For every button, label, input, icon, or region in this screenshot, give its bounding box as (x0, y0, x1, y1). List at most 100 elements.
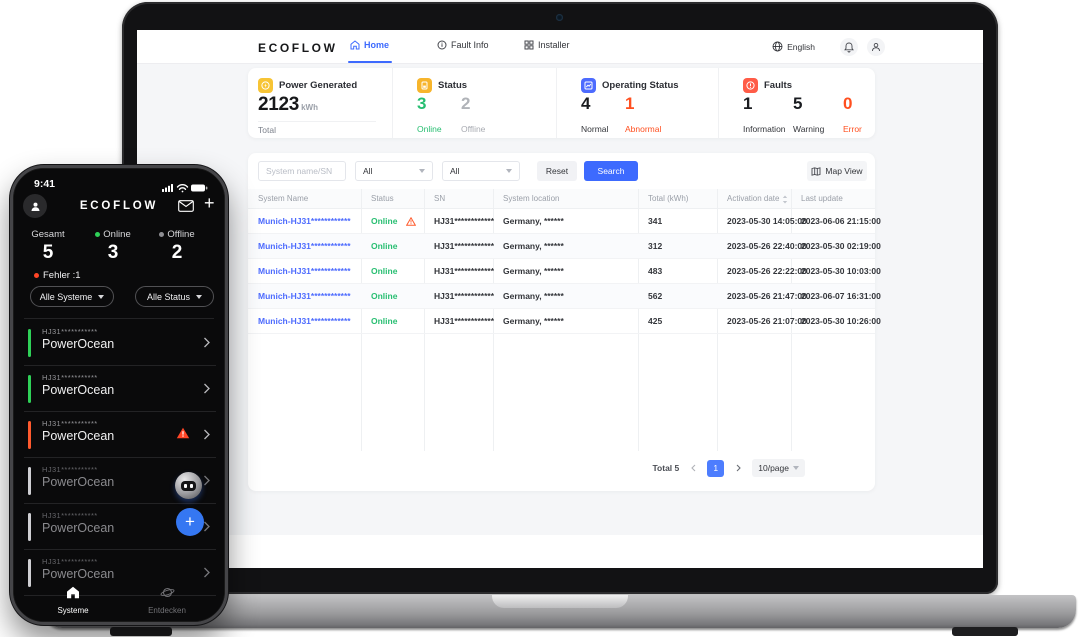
tab-installer-label: Installer (538, 40, 570, 50)
system-name: PowerOcean (42, 521, 115, 535)
system-sn: HJ31*********** (42, 511, 98, 520)
stat-online: Online 3 (82, 229, 144, 264)
system-name-link[interactable]: Munich-HJ31************ (258, 216, 351, 226)
profile-avatar[interactable] (23, 194, 47, 218)
nav-tab-systeme[interactable]: Systeme (38, 586, 108, 615)
status-filter-value: Alle Status (146, 291, 191, 302)
tab-fault-label: Fault Info (451, 40, 489, 50)
page-1-button[interactable]: 1 (707, 459, 725, 477)
status-filter-dropdown[interactable]: Alle Status (135, 286, 214, 307)
stats-card: Power Generated 2123 kWh Total Stat (248, 68, 875, 138)
status-filter-dropdown[interactable]: All (442, 161, 520, 181)
sn-cell: HJ31************ (434, 241, 495, 251)
system-list-item[interactable]: HJ31*********** PowerOcean (24, 550, 216, 596)
stat-faults: Faults 1 Information 5 Warning 0 Error (718, 68, 875, 138)
system-list-item[interactable]: HJ31*********** PowerOcean (24, 366, 216, 412)
chevron-right-icon (204, 475, 210, 486)
language-selector[interactable]: English (772, 41, 815, 52)
stat-title: Power Generated (279, 80, 358, 91)
battery-icon (191, 184, 208, 192)
update-cell: 2023-06-07 16:31:00 (801, 291, 881, 301)
stat-operating-status: Operating Status 4 Normal 1 Abnormal (556, 68, 718, 138)
nav-entdecken-label: Entdecken (148, 606, 186, 615)
globe-icon (772, 41, 783, 52)
status-cell: Online (371, 266, 398, 276)
nav-tab-entdecken[interactable]: Entdecken (132, 586, 202, 615)
system-name: PowerOcean (42, 429, 115, 443)
systems-filter-dropdown[interactable]: Alle Systeme (30, 286, 114, 307)
warning-icon (406, 217, 416, 226)
chevron-down-icon (506, 169, 512, 173)
divider (24, 318, 214, 319)
system-list-item[interactable]: HJ31*********** PowerOcean (24, 458, 216, 504)
messages-button[interactable] (178, 199, 194, 217)
map-view-button[interactable]: Map View (807, 161, 867, 181)
page-size-select[interactable]: 10/page (752, 459, 805, 477)
nav-systeme-label: Systeme (57, 606, 89, 615)
online-label: Online (103, 229, 131, 240)
column-divider (424, 189, 425, 451)
sort-icon[interactable] (782, 195, 788, 204)
system-name-link[interactable]: Munich-HJ31************ (258, 291, 351, 301)
chevron-right-icon (736, 464, 741, 472)
system-name-link[interactable]: Munich-HJ31************ (258, 266, 351, 276)
offline-dot (159, 232, 165, 237)
online-count: 3 (417, 94, 427, 113)
webcam-icon (556, 14, 563, 21)
abnormal-count: 1 (625, 94, 635, 113)
warning-icon (176, 427, 190, 439)
table-row: Munich-HJ31************ Online HJ31*****… (248, 209, 881, 234)
next-page-button[interactable] (733, 463, 743, 473)
error-label: Error (843, 124, 862, 134)
offline-value: 2 (171, 242, 183, 263)
location-cell: Germany, ****** (503, 216, 564, 226)
system-list-item[interactable]: HJ31*********** PowerOcean (24, 412, 216, 458)
add-device-button[interactable]: + (204, 193, 215, 213)
operating-status-icon (581, 78, 596, 93)
chevron-down-icon (419, 169, 425, 173)
gesamt-value: 5 (42, 242, 54, 263)
abnormal-label: Abnormal (625, 124, 662, 134)
chevron-right-icon (204, 383, 210, 394)
system-sn: HJ31*********** (42, 419, 98, 428)
tab-home[interactable]: Home (350, 40, 389, 50)
system-name: PowerOcean (42, 567, 115, 581)
system-name-link[interactable]: Munich-HJ31************ (258, 316, 351, 326)
notifications-button[interactable] (840, 38, 858, 56)
tab-fault-info[interactable]: Fault Info (437, 40, 489, 50)
laptop-foot (952, 627, 1018, 636)
sn-cell: HJ31************ (434, 216, 495, 226)
update-cell: 2023-05-30 10:26:00 (801, 316, 881, 326)
fehler-badge: Fehler :1 (34, 270, 81, 281)
system-sn: HJ31*********** (42, 557, 98, 566)
offline-label: Offline (167, 229, 195, 240)
status-icon (417, 78, 432, 93)
total-cell: 562 (648, 291, 663, 301)
system-list-item[interactable]: HJ31*********** PowerOcean (24, 504, 216, 550)
reset-button[interactable]: Reset (537, 161, 577, 181)
stat-title: Status (438, 80, 468, 91)
system-sn: HJ31*********** (42, 373, 98, 382)
update-cell: 2023-06-06 21:15:00 (801, 216, 881, 226)
search-button[interactable]: Search (584, 161, 638, 181)
system-name-link[interactable]: Munich-HJ31************ (258, 241, 351, 251)
chevron-left-icon (690, 464, 696, 472)
device-filter-dropdown[interactable]: All (355, 161, 433, 181)
search-input[interactable] (258, 161, 346, 181)
activation-cell: 2023-05-30 14:05:00 (727, 216, 807, 226)
activation-cell: 2023-05-26 21:47:00 (727, 291, 807, 301)
col-last-update: Last update (801, 194, 843, 203)
account-button[interactable] (867, 38, 885, 56)
prev-page-button[interactable] (688, 463, 698, 473)
tab-installer[interactable]: Installer (524, 40, 570, 50)
info-icon (437, 40, 447, 50)
location-cell: Germany, ****** (503, 266, 564, 276)
chevron-down-icon (793, 466, 799, 470)
assistant-robot-button[interactable] (175, 472, 202, 499)
online-label: Online (417, 124, 442, 134)
status-cell: Online (371, 291, 398, 301)
sn-cell: HJ31************ (434, 291, 495, 301)
add-system-fab[interactable]: + (176, 508, 204, 536)
system-list-item[interactable]: HJ31*********** PowerOcean (24, 320, 216, 366)
